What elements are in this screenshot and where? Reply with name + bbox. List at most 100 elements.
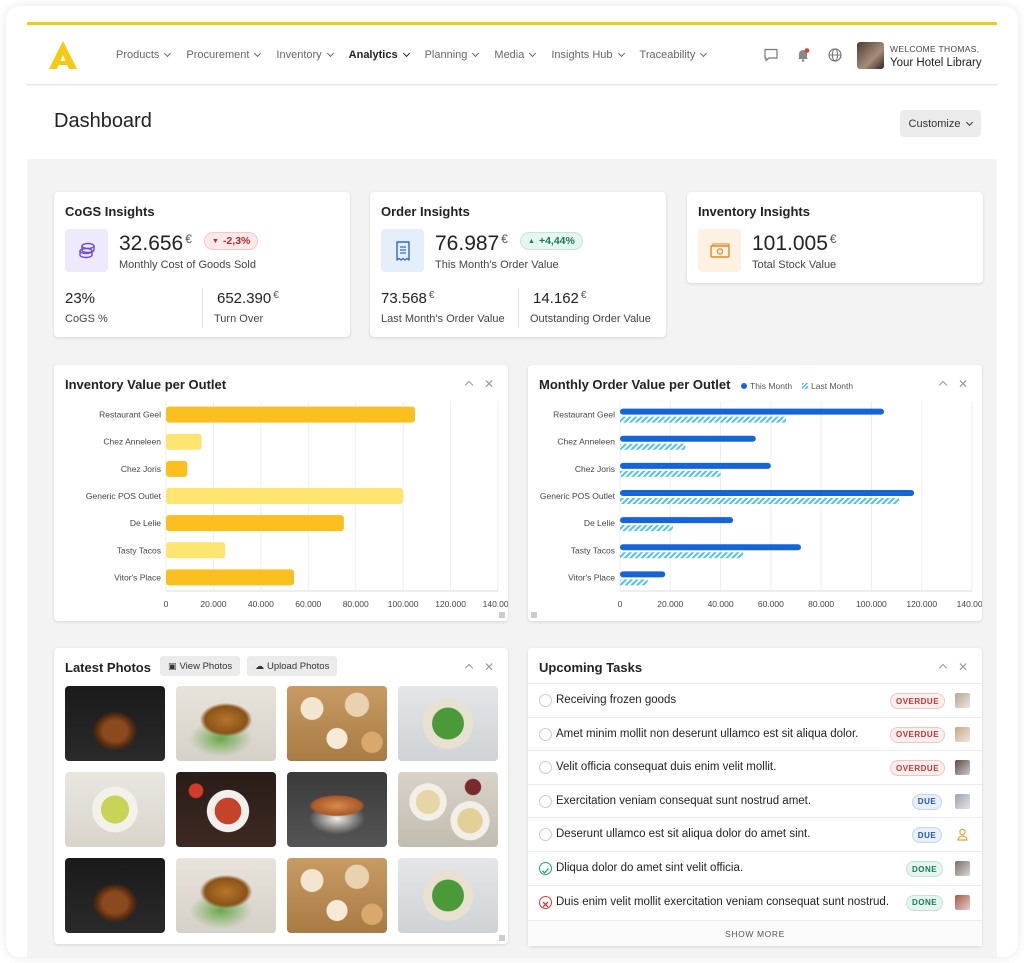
assignee-avatar[interactable] — [955, 894, 970, 910]
bar-this-month[interactable] — [620, 435, 756, 442]
user-avatar[interactable] — [857, 42, 884, 69]
bell-icon[interactable] — [795, 47, 811, 63]
circle-icon[interactable] — [539, 794, 552, 808]
hotel-name[interactable]: Your Hotel Library — [890, 57, 982, 69]
task-row[interactable]: Amet minim mollit non deserunt ullamco e… — [528, 716, 982, 751]
task-row[interactable]: Duis enim velit mollit exercitation veni… — [528, 884, 982, 919]
x-tick-label: 40.000 — [248, 599, 274, 609]
bar-this-month[interactable] — [620, 462, 771, 469]
divider — [518, 288, 519, 328]
customize-button[interactable]: Customize — [900, 110, 981, 137]
photo-thumbnail-salad[interactable] — [398, 686, 498, 761]
assignee-avatar[interactable] — [955, 760, 970, 776]
bar[interactable] — [166, 542, 226, 559]
photo-thumbnail-soup[interactable] — [176, 772, 276, 847]
photo-thumbnail-pasta[interactable] — [65, 772, 165, 847]
close-icon[interactable]: ✕ — [484, 377, 495, 391]
task-row[interactable]: Receiving frozen goods OVERDUE — [528, 683, 982, 717]
task-text: Deserunt ullamco est sit aliqua dolor do… — [556, 828, 811, 841]
y-tick-label: De Lelie — [584, 518, 615, 528]
bar[interactable] — [166, 515, 344, 532]
bar-this-month[interactable] — [620, 490, 915, 496]
show-more-button[interactable]: SHOW MORE — [528, 920, 982, 946]
bar-this-month[interactable] — [620, 571, 666, 578]
collapse-icon[interactable] — [938, 662, 948, 673]
menu-products[interactable]: Products — [116, 49, 172, 61]
task-row[interactable]: Dliqua dolor do amet sint velit officia.… — [528, 851, 982, 885]
y-tick-label: Chez Anneleen — [103, 437, 161, 447]
bar-last-month[interactable] — [620, 579, 648, 586]
photo-thumbnail-tapas-table[interactable] — [287, 686, 387, 761]
resize-handle[interactable] — [531, 612, 537, 618]
photo-thumbnail-grilled-chicken[interactable] — [176, 686, 276, 761]
task-row[interactable]: Velit officia consequat duis enim velit … — [528, 750, 982, 784]
x-circle-icon[interactable] — [539, 895, 552, 909]
menu-traceability[interactable]: Traceability — [640, 49, 708, 61]
panel-controls: ✕ — [464, 660, 495, 674]
photo-thumbnail-tapas-table[interactable] — [287, 858, 387, 933]
menu-inventory[interactable]: Inventory — [276, 49, 334, 61]
photo-thumbnail-salad[interactable] — [398, 858, 498, 933]
circle-icon[interactable] — [539, 727, 552, 741]
triangle-up-icon: ▲ — [528, 237, 535, 245]
bar-last-month[interactable] — [620, 525, 673, 532]
circle-icon[interactable] — [539, 828, 552, 842]
bar-last-month[interactable] — [620, 470, 721, 477]
close-icon[interactable]: ✕ — [958, 660, 969, 674]
x-tick-label: 100.000 — [856, 599, 887, 609]
bar[interactable] — [166, 569, 295, 586]
bar-this-month[interactable] — [620, 517, 734, 524]
chat-icon[interactable] — [763, 47, 779, 63]
menu-media[interactable]: Media — [494, 49, 537, 61]
photo-thumbnail-burger[interactable] — [65, 858, 165, 933]
logo-icon[interactable] — [47, 39, 79, 71]
assignee-avatar[interactable] — [955, 693, 970, 708]
view-photos-button[interactable]: ▣ View Photos — [160, 656, 241, 676]
photo-thumbnail-grilled-fish[interactable] — [287, 772, 387, 847]
bar[interactable] — [166, 488, 404, 504]
globe-icon[interactable] — [827, 47, 843, 63]
y-tick-label: Restaurant Geel — [553, 410, 615, 420]
cogs-change-badge: ▼ -2,3% — [204, 232, 259, 250]
assignee-avatar[interactable] — [955, 793, 970, 809]
bar[interactable] — [166, 460, 188, 477]
resize-handle[interactable] — [499, 935, 505, 941]
user-icon[interactable] — [955, 827, 970, 842]
assignee-avatar[interactable] — [955, 861, 970, 876]
close-icon[interactable]: ✕ — [484, 660, 495, 674]
bar[interactable] — [166, 433, 202, 450]
bar-last-month[interactable] — [620, 443, 686, 450]
check-circle-icon[interactable] — [539, 862, 552, 875]
card-title: Order Insights — [381, 204, 470, 219]
photo-thumbnail-pasta-dishes[interactable] — [398, 772, 498, 847]
chevron-down-icon — [700, 49, 708, 58]
x-tick-label: 20.000 — [657, 599, 683, 609]
task-row[interactable]: Exercitation veniam consequat sunt nostr… — [528, 783, 982, 818]
photo-thumbnail-burger[interactable] — [65, 686, 165, 761]
collapse-icon[interactable] — [464, 662, 474, 673]
upload-photos-button[interactable]: ☁ Upload Photos — [247, 656, 338, 676]
task-row[interactable]: Deserunt ullamco est sit aliqua dolor do… — [528, 817, 982, 851]
bar[interactable] — [166, 406, 415, 423]
money-icon — [698, 229, 741, 272]
circle-icon[interactable] — [539, 694, 552, 707]
bar-this-month[interactable] — [620, 544, 802, 551]
close-icon[interactable]: ✕ — [958, 377, 969, 391]
bar-last-month[interactable] — [620, 552, 744, 559]
bar-last-month[interactable] — [620, 416, 786, 423]
assignee-avatar[interactable] — [955, 726, 970, 742]
legend-this-month[interactable]: This Month — [741, 381, 792, 391]
circle-icon[interactable] — [539, 761, 552, 775]
bar-this-month[interactable] — [620, 408, 884, 415]
menu-procurement[interactable]: Procurement — [186, 49, 262, 61]
task-text: Dliqua dolor do amet sint velit officia. — [556, 862, 744, 874]
menu-insights-hub[interactable]: Insights Hub — [551, 49, 625, 61]
menu-planning[interactable]: Planning — [425, 49, 480, 61]
menu-analytics[interactable]: Analytics — [349, 49, 410, 61]
photo-thumbnail-grilled-chicken[interactable] — [176, 858, 276, 933]
resize-handle[interactable] — [499, 612, 505, 618]
turnover-value: 652.390 € — [217, 290, 279, 307]
legend-last-month[interactable]: Last Month — [802, 381, 853, 391]
bar-last-month[interactable] — [620, 498, 900, 504]
chevron-down-icon — [164, 49, 172, 58]
